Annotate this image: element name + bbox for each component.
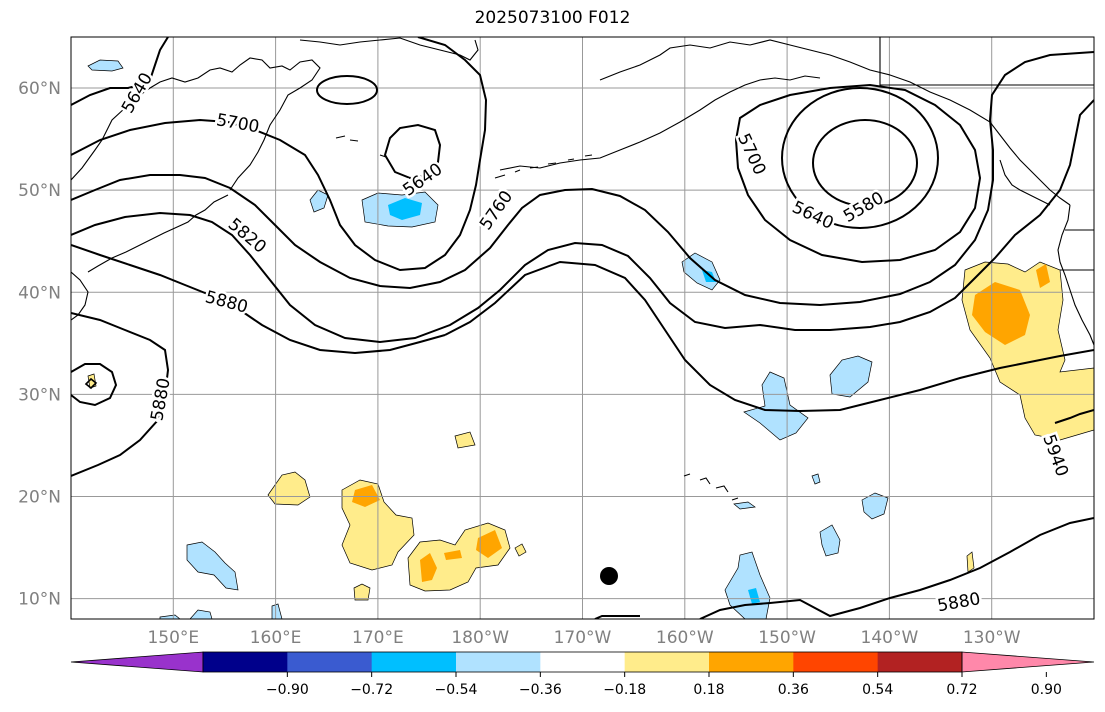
na-west-coast [1058,205,1094,345]
contour-5580-bering [317,76,377,104]
anomaly-area-s5 [354,584,370,600]
contour-5880-main [71,245,445,353]
contour-5580-low [813,120,917,206]
colorbar-segment [878,652,963,672]
colorbar-tick-label: 0.54 [862,682,893,698]
colorbar-tick-label: 0.72 [946,682,977,698]
contour-label: 5640 [789,197,837,233]
colorbar-segment [625,652,710,672]
latitude-label: 20°N [18,487,61,507]
longitude-label: 130°W [963,628,1021,648]
colorbar-segment [372,652,457,672]
colorbar-segment [287,652,372,672]
contour-label: 5880 [147,376,174,422]
colorbar-segment [456,652,541,672]
colorbar-tick-label: 0.18 [693,682,724,698]
anomaly-area-s7 [967,552,974,572]
aleutian-islands [495,155,592,178]
colorbar-tick-label: −0.36 [519,682,562,698]
colorbar-segment [203,652,288,672]
contour-5640-nw [71,37,168,105]
anomaly-area-s6 [515,544,526,556]
contour-label: 5760 [476,187,517,234]
location-marker [600,567,618,585]
kamchatka-coast [71,58,320,190]
longitude-label: 150°W [758,628,816,648]
contour-label: 5940 [1038,432,1072,479]
colorbar-tick-label: 0.36 [778,682,809,698]
alaska-peninsula [500,76,820,170]
longitude-label: 140°W [861,628,919,648]
alaska-mainland [600,40,1070,205]
contour-5880-south [700,518,1094,619]
latitude-label: 60°N [18,79,61,99]
latitude-labels: 60°N 50°N 40°N 30°N 20°N 10°N [18,79,61,610]
latitude-label: 10°N [18,590,61,610]
contour-5700-ring [736,85,980,262]
latitude-label: 30°N [18,385,61,405]
colorbar-extend-high [962,652,1094,672]
colorbar: −0.90 −0.72 −0.54 −0.36 −0.18 0.18 0.36 0.54 0.7… [71,652,1094,698]
colorbar-extend-low [71,652,203,672]
latitude-label: 40°N [18,283,61,303]
kurils [88,195,228,272]
anomaly-area-s4 [455,432,475,448]
anomaly-area-calif [962,262,1094,440]
colorbar-segment [709,652,794,672]
colorbar-tick-label: −0.54 [435,682,478,698]
longitude-label: 170°E [352,628,404,648]
latitude-label: 50°N [18,181,61,201]
positive-anomaly-core [352,264,1050,582]
contour-label: 5700 [215,110,261,137]
colorbar-tick-label: 0.90 [1031,682,1062,698]
colorbar-segment [540,652,625,672]
contour-5700 [71,37,486,270]
commander-islands [336,136,386,157]
colorbar-tick-label: −0.18 [603,682,646,698]
anomaly-area-s3 [268,472,310,505]
longitude-label: 180°W [451,628,509,648]
colorbar-tick-label: −0.90 [266,682,309,698]
contour-label: 5580 [840,188,887,227]
longitude-label: 170°W [554,628,612,648]
contour-label: 5640 [118,69,157,116]
longitude-label: 150°E [147,628,199,648]
contour-label: 5880 [936,589,982,616]
longitude-label: 160°E [250,628,302,648]
longitude-label: 160°W [656,628,714,648]
longitude-labels: 150°E 160°E 170°E 180°W 170°W 160°W 150°W 140°W… [147,628,1020,648]
colorbar-segment [793,652,878,672]
colorbar-tick-label: −0.72 [350,682,393,698]
